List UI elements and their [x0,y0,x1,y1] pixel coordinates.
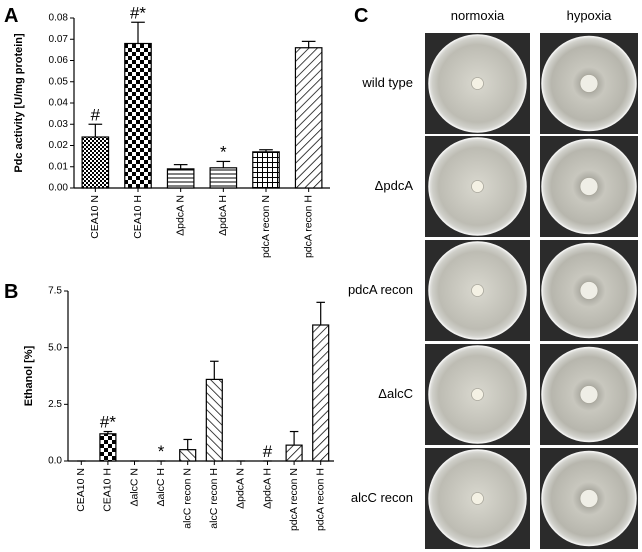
row-label: ΔpdcA [375,178,414,193]
significance-mark: #* [100,413,116,432]
error-bar [103,430,113,434]
error-bar [131,21,145,44]
error-bar [289,430,299,446]
bar [124,42,152,189]
bar [312,324,330,462]
error-bar [259,149,273,152]
y-tick-label: 0.0 [48,456,62,467]
bar [252,151,280,189]
significance-mark: * [158,442,165,461]
error-bar [88,123,103,137]
significance-mark: * [220,142,227,161]
x-tick-label: pdcA recon N [288,468,300,531]
x-tick-label: ΔpdcA H [217,195,229,236]
colony-center [471,284,484,297]
colony-center [579,281,599,300]
x-tick-label: ΔpdcA N [174,195,186,236]
row-label: ΔalcC [378,386,413,401]
x-tick-label: ΔalcC N [128,468,140,507]
error-bar [316,301,325,325]
x-tick-label: alcC recon H [208,468,220,529]
colony-center [579,489,599,508]
row-label: pdcA recon [348,282,413,297]
x-tick-label: ΔalcC H [155,468,167,507]
y-tick-label: 0.02 [49,140,69,151]
y-tick-label: 0.08 [49,13,69,24]
y-tick-label: 0.00 [49,183,69,194]
bar [209,167,238,189]
panel-label: C [354,5,368,27]
y-axis-label: Pdc activity [U/mg protein] [13,33,25,173]
x-tick-label: pdcA recon H [302,195,314,258]
x-tick-label: ΔpdcA H [261,468,273,509]
error-bar [210,360,219,380]
x-tick-label: alcC recon N [181,468,193,529]
y-axis-label: Ethanol [%] [23,345,35,406]
row-label: alcC recon [351,490,413,505]
bar [99,433,117,462]
column-header: normoxia [451,8,505,23]
colony-center [579,74,599,93]
error-bar [183,438,192,450]
column-header: hypoxia [567,8,613,23]
y-tick-label: 0.04 [49,98,69,109]
x-tick-label: CEA10 N [75,468,87,512]
error-bar [216,160,231,168]
x-tick-label: pdcA recon H [314,468,326,531]
colony-center [579,177,599,196]
error-bar [301,40,316,48]
bar [166,168,195,189]
colony-center [471,492,484,505]
bar [179,449,197,462]
row-label: wild type [361,75,413,90]
x-tick-label: CEA10 N [89,195,101,239]
bar [285,444,303,462]
y-tick-label: 0.03 [49,119,69,130]
panel-label: A [4,5,18,27]
significance-mark: # [91,105,101,124]
bar [81,136,110,189]
x-tick-label: ΔpdcA N [235,468,247,509]
bar [294,47,323,189]
panel-label: B [4,281,18,303]
error-bar [173,164,188,169]
x-tick-label: CEA10 H [102,468,114,512]
x-tick-label: CEA10 H [132,195,144,239]
bar-chart: A Pdc activity [U/mg protein] 0.00 0.01 0.02… [4,3,330,258]
colony-center [471,388,484,401]
y-tick-label: 2.5 [48,399,62,410]
bar [205,378,223,462]
y-tick-label: 0.07 [49,34,69,45]
colony-center [471,77,484,90]
colony-center [471,180,484,193]
colony-center [579,385,599,404]
y-tick-label: 0.05 [49,76,69,87]
y-tick-label: 7.5 [48,286,62,297]
x-tick-label: pdcA recon N [260,195,272,258]
significance-mark: #* [130,3,146,22]
y-tick-label: 0.01 [49,161,69,172]
significance-mark: # [263,442,273,461]
y-tick-label: 0.06 [49,55,69,66]
y-tick-label: 5.0 [48,342,62,353]
